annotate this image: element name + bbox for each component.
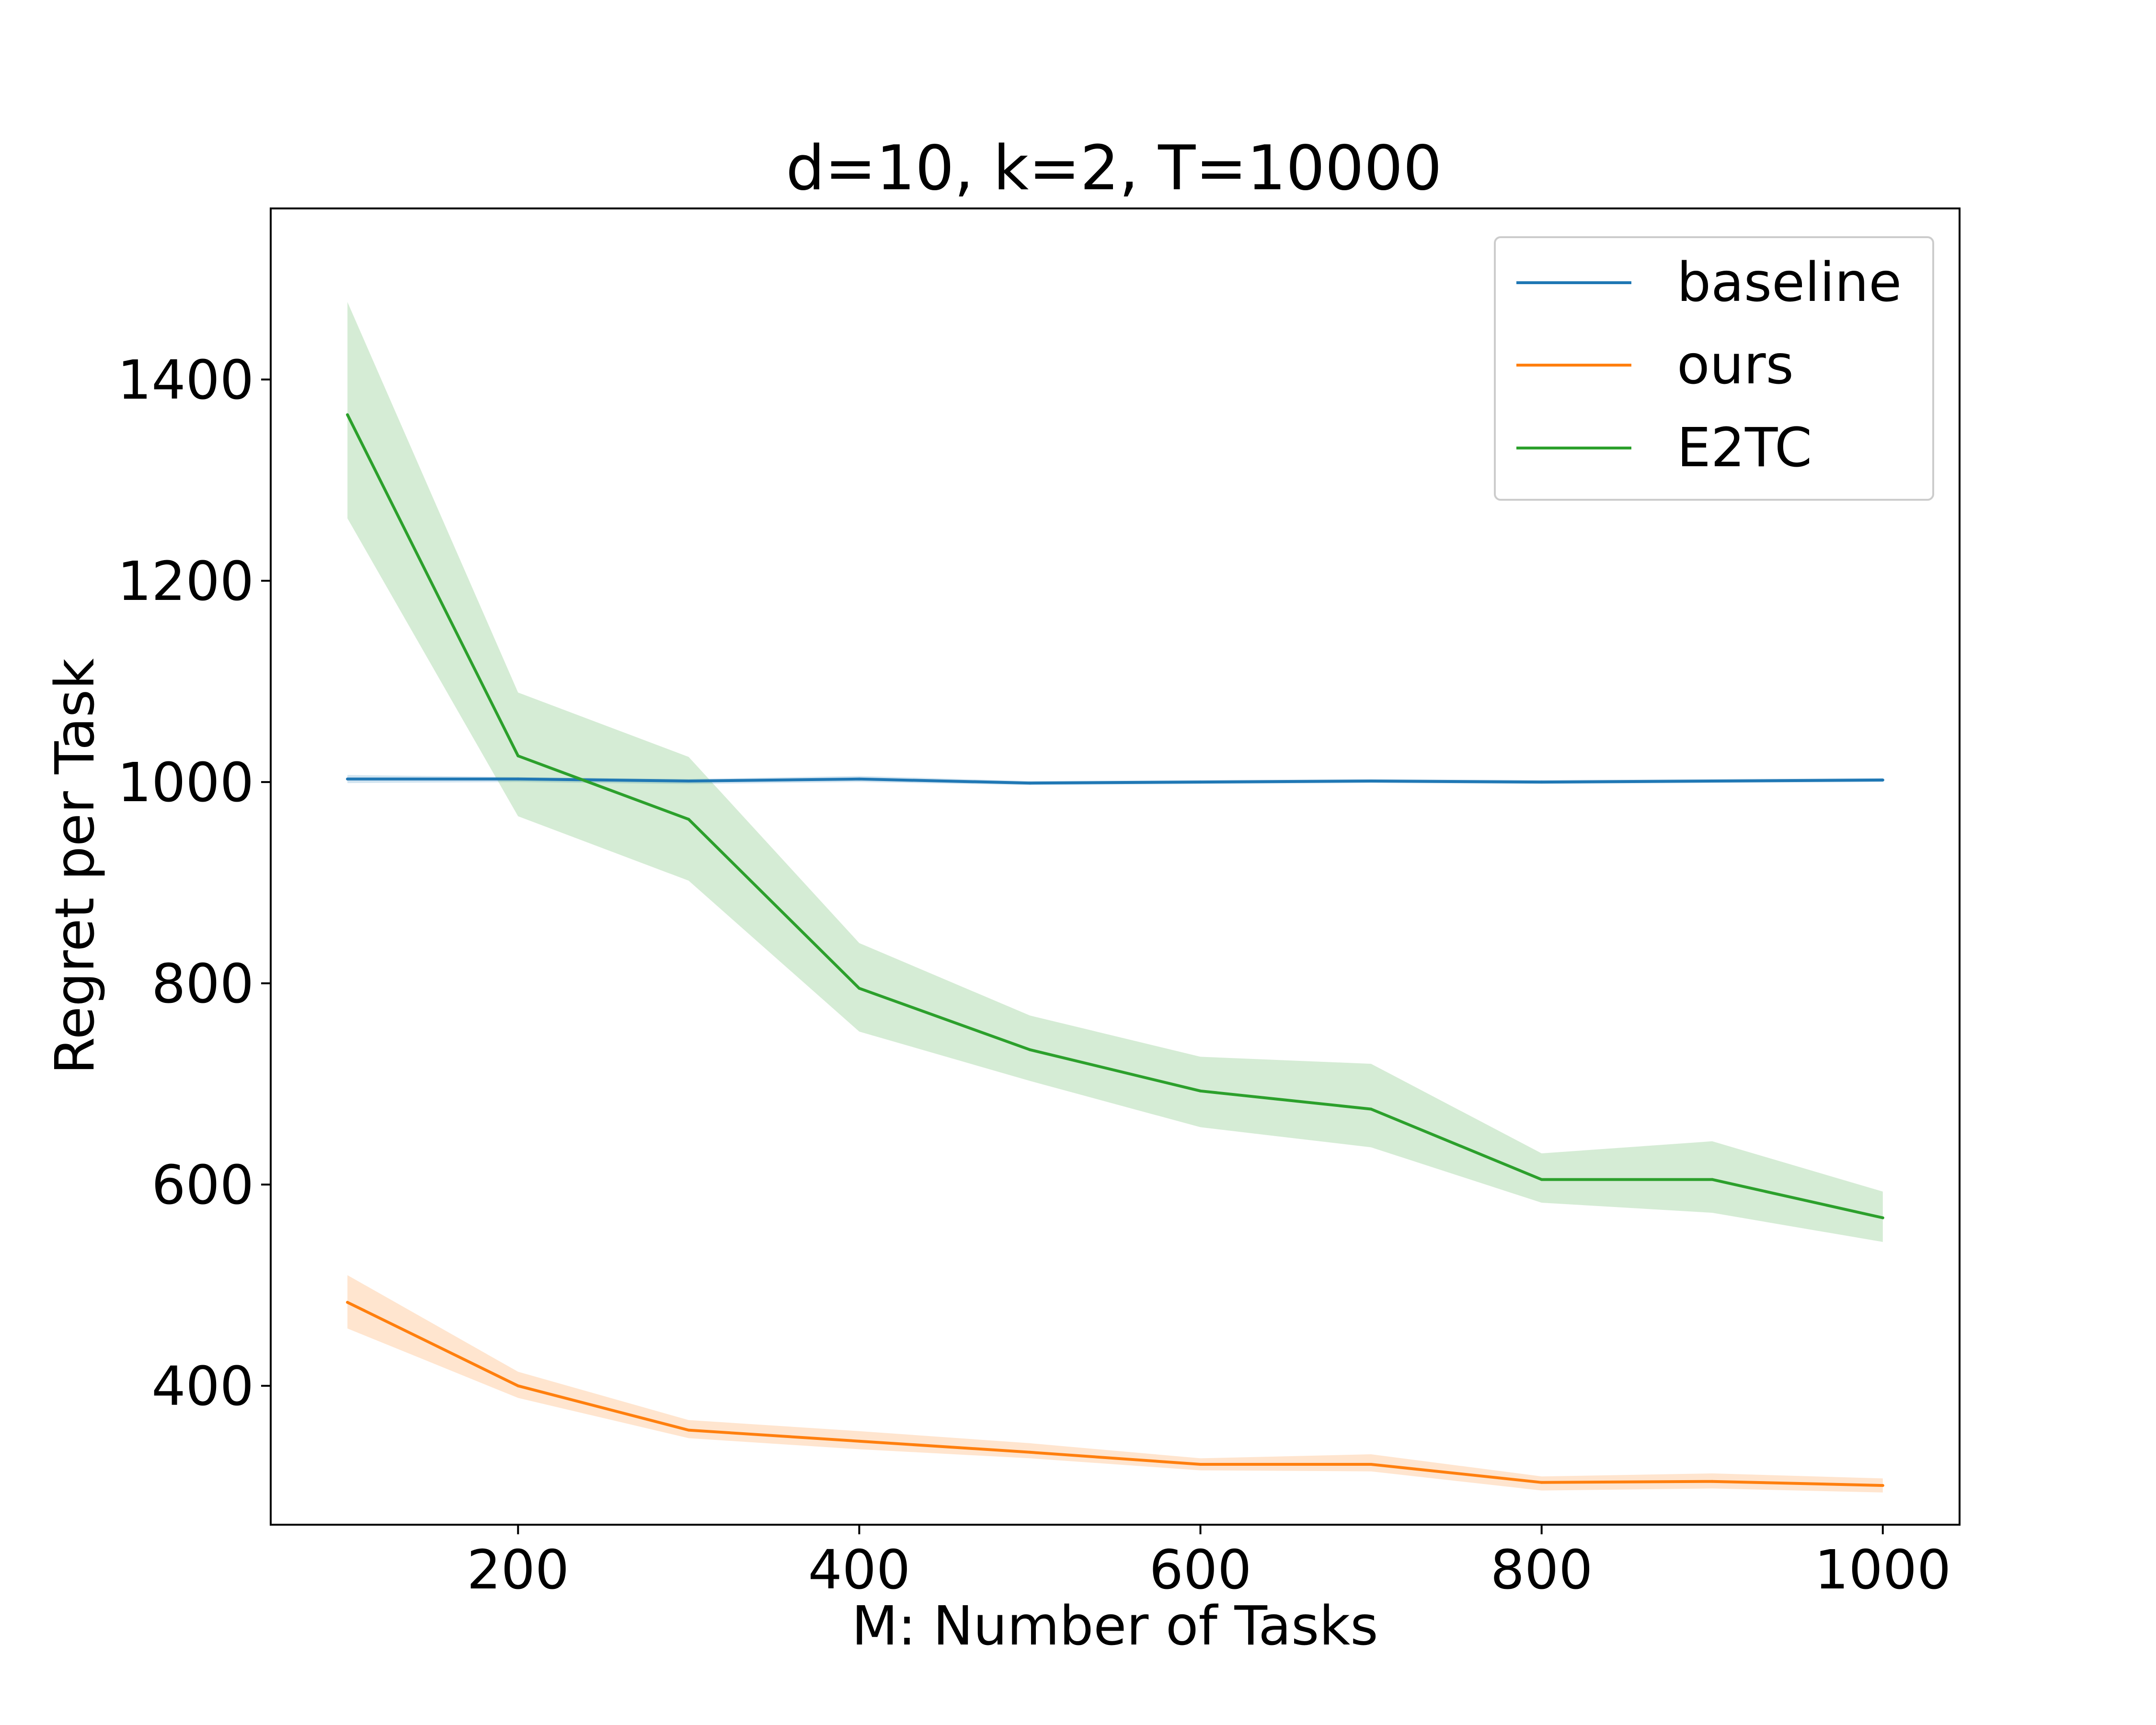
- point-ours: [346, 1300, 349, 1304]
- y-tick-label: 600: [151, 1154, 254, 1217]
- point-baseline: [687, 780, 690, 782]
- point-baseline: [516, 777, 520, 781]
- x-axis-label: M: Number of Tasks: [851, 1595, 1378, 1657]
- point-e2tc: [1199, 1089, 1202, 1092]
- point-ours: [687, 1428, 690, 1432]
- legend: baseline ours E2TC: [1494, 236, 1934, 501]
- line-ours: [346, 1300, 1884, 1487]
- band-ours: [347, 1275, 1883, 1493]
- legend-label-e2tc: E2TC: [1677, 417, 1812, 479]
- point-baseline: [1710, 780, 1714, 782]
- point-e2tc: [1710, 1178, 1714, 1181]
- point-e2tc: [1540, 1178, 1543, 1181]
- plot-area-frame: [270, 207, 1961, 1526]
- line-baseline: [346, 777, 1884, 785]
- point-e2tc: [516, 754, 520, 758]
- point-baseline: [1028, 782, 1032, 785]
- point-e2tc: [687, 817, 690, 821]
- y-tick-label: 800: [151, 953, 254, 1015]
- point-e2tc: [346, 413, 349, 416]
- x-tick-label: 200: [467, 1539, 569, 1601]
- point-baseline: [346, 777, 349, 781]
- x-tick-label: 1000: [1814, 1539, 1951, 1601]
- point-e2tc: [858, 987, 861, 990]
- y-axis: 400 600 800 1000 1200 1400: [117, 349, 271, 1418]
- y-tick-label: 1200: [117, 551, 254, 613]
- band-e2tc: [347, 302, 1883, 1242]
- x-tick-label: 800: [1491, 1539, 1593, 1601]
- point-baseline: [1369, 780, 1373, 782]
- line-e2tc: [346, 413, 1884, 1219]
- point-e2tc: [1028, 1048, 1032, 1051]
- point-baseline: [1540, 781, 1543, 784]
- chart-title: d=10, k=2, T=10000: [786, 133, 1442, 204]
- legend-box: [1494, 236, 1934, 501]
- point-e2tc: [1369, 1107, 1373, 1111]
- legend-label-ours: ours: [1677, 334, 1794, 396]
- point-baseline: [1881, 778, 1884, 782]
- point-ours: [1540, 1481, 1543, 1484]
- point-ours: [1881, 1484, 1884, 1487]
- point-baseline: [858, 777, 861, 781]
- y-tick-label: 1000: [117, 752, 254, 814]
- point-ours: [1028, 1450, 1032, 1454]
- point-ours: [516, 1384, 520, 1388]
- point-ours: [1199, 1463, 1202, 1466]
- point-baseline: [1199, 781, 1202, 784]
- legend-label-baseline: baseline: [1677, 252, 1902, 314]
- y-axis-label: Regret per Task: [44, 658, 106, 1074]
- x-tick-label: 400: [808, 1539, 911, 1601]
- y-tick-label: 1400: [117, 349, 254, 412]
- series-lines: [346, 413, 1884, 1487]
- x-axis: 200 400 600 800 1000: [467, 1525, 1951, 1601]
- point-ours: [858, 1439, 861, 1443]
- x-tick-label: 600: [1149, 1539, 1252, 1601]
- point-ours: [1369, 1463, 1373, 1466]
- y-tick-label: 400: [151, 1356, 254, 1418]
- point-e2tc: [1881, 1216, 1884, 1219]
- point-ours: [1710, 1480, 1714, 1483]
